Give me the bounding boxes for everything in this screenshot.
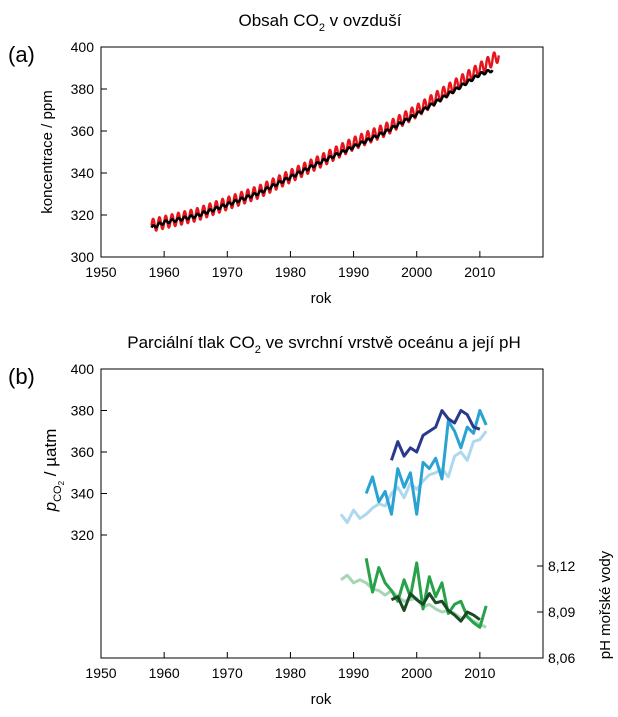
panel-b-right-y-axis-label: pH mořské vody <box>597 550 614 659</box>
panel-a-series-line <box>150 51 500 232</box>
panel-a-x-tick-label: 1990 <box>338 264 369 280</box>
panel-a-series <box>150 51 500 232</box>
panel-b-right-y-tick-label: 8,09 <box>548 604 575 620</box>
panel-b-left-y-tick-label: 320 <box>71 527 95 543</box>
panel-b-ph-series <box>340 558 488 629</box>
panel-b-pco2-line <box>390 409 481 461</box>
panel-b-x-tick-label: 1990 <box>338 665 369 681</box>
panel-b-x-tick-label: 2010 <box>464 665 495 681</box>
panel-b-ph-line <box>390 592 481 623</box>
panel-b-left-y-tick-label: 340 <box>71 486 95 502</box>
panel-a-x-tick-label: 1960 <box>149 264 180 280</box>
panel-a-x-tick-label: 1950 <box>85 264 116 280</box>
panel-a-x-axis-label: rok <box>311 290 332 307</box>
panel-b-pco2-line <box>364 409 488 516</box>
panel-b-left-y-axis-label: pCO2 / µatm <box>41 429 66 513</box>
panel-a-y-tick-label: 320 <box>71 207 95 223</box>
panel-a-x-ticks: 1950 1960 1970 1980 1990 2000 2010 <box>85 251 496 280</box>
panel-b-left-y-ticks: 320 340 360 380 400 <box>71 361 107 543</box>
panel-a-x-tick-label: 2000 <box>401 264 432 280</box>
panel-b-x-tick-label: 1950 <box>85 665 116 681</box>
panel-b-x-tick-label: 2000 <box>401 665 432 681</box>
panel-b-pco2-series <box>339 409 488 525</box>
panel-a-plot-frame <box>100 46 544 258</box>
panel-b-left-y-tick-label: 360 <box>71 444 95 460</box>
panel-b-right-y-tick-label: 8,06 <box>548 650 575 666</box>
panel-a-y-ticks: 300 320 340 360 380 400 <box>71 39 107 265</box>
panel-b-right-y-tick-label: 8,12 <box>548 558 575 574</box>
panel-a-series-line <box>150 68 494 229</box>
panel-b-label: (b) <box>8 364 35 389</box>
panel-b-title: Parciální tlak CO2 ve svrchní vrstvě oce… <box>127 333 521 356</box>
panel-a: (a) Obsah CO2 v ovzduší 300 320 340 360 380 4… <box>8 11 544 307</box>
panel-a-y-tick-label: 300 <box>71 249 95 265</box>
panel-a-x-tick-label: 2010 <box>464 264 495 280</box>
panel-b-x-tick-label: 1970 <box>212 665 243 681</box>
panel-b-x-tick-label: 1980 <box>275 665 306 681</box>
panel-a-label: (a) <box>8 42 35 67</box>
panel-b-right-y-ticks: 8,06 8,09 8,12 <box>537 558 575 666</box>
panel-a-y-tick-label: 360 <box>71 123 95 139</box>
panel-a-y-tick-label: 380 <box>71 81 95 97</box>
panel-b-pco2-line <box>339 430 488 525</box>
panel-a-y-axis-label: koncentrace / ppm <box>39 90 56 213</box>
panel-b-x-axis-label: rok <box>311 691 332 708</box>
panel-b-left-y-tick-label: 400 <box>71 361 95 377</box>
panel-b: (b) Parciální tlak CO2 ve svrchní vrstvě… <box>8 333 614 708</box>
panel-a-x-tick-label: 1980 <box>275 264 306 280</box>
panel-b-x-ticks: 1950 1960 1970 1980 1990 2000 2010 <box>85 652 496 681</box>
panel-b-plot-frame <box>100 368 544 659</box>
panel-b-x-tick-label: 1960 <box>149 665 180 681</box>
panel-a-x-tick-label: 1970 <box>212 264 243 280</box>
panel-a-title: Obsah CO2 v ovzduší <box>239 11 402 34</box>
panel-a-y-tick-label: 400 <box>71 39 95 55</box>
panel-b-left-y-tick-label: 380 <box>71 403 95 419</box>
panel-a-y-tick-label: 340 <box>71 165 95 181</box>
